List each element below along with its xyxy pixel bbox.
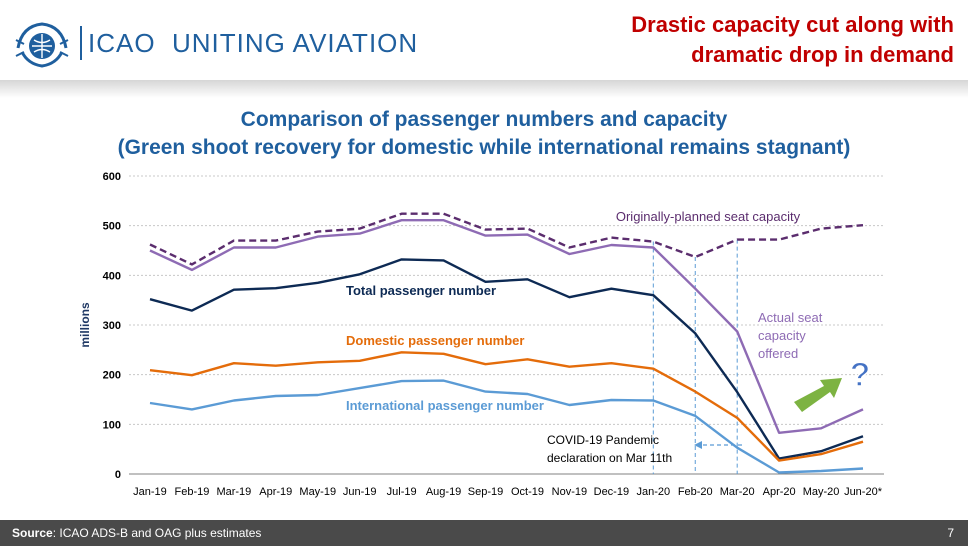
planned-capacity-label: Originally-planned seat capacity [616,209,801,224]
header-shadow-band [0,80,968,98]
y-tick-label: 200 [103,370,121,382]
x-tick-label: May-20 [803,486,840,498]
total-passenger-label: Total passenger number [346,283,496,298]
x-tick-label: Apr-20 [763,486,796,498]
reference-lines [652,239,738,474]
domestic-passenger-label: Domestic passenger number [346,333,524,348]
footer: Source: ICAO ADS-B and OAG plus estimate… [0,520,968,546]
chart-series [149,212,864,474]
actual-capacity-label-line-2: capacity [758,328,806,343]
y-tick-label: 400 [103,270,121,282]
x-tick-label: Jan-19 [133,486,167,498]
y-axis: 0 100 200 300 400 500 600 [103,171,121,481]
question-mark-icon: ? [850,356,871,394]
recovery-arrow-icon [794,378,842,412]
headline-line-1: Drastic capacity cut along with [631,12,954,37]
x-tick-label: Apr-19 [259,486,292,498]
source-text: : ICAO ADS-B and OAG plus estimates [52,526,262,540]
y-tick-label: 0 [115,469,121,481]
actual-capacity-label-line-1: Actual seat [758,310,823,325]
series-line-total [149,258,864,460]
logo-divider [80,26,82,60]
x-tick-label: Feb-19 [174,486,209,498]
x-tick-label: Aug-19 [426,486,461,498]
chart-title: Comparison of passenger numbers and capa… [0,106,968,162]
slide-headline: Drastic capacity cut along with dramatic… [631,10,954,70]
y-tick-label: 500 [103,221,121,233]
x-tick-label: Jul-19 [387,486,417,498]
x-tick-label: Sep-19 [468,486,503,498]
series-line-domestic [149,351,864,462]
headline-line-2: dramatic drop in demand [691,42,954,67]
x-tick-label: Mar-19 [216,486,251,498]
x-tick-label: Nov-19 [552,486,587,498]
y-axis-title: millions [78,302,92,348]
covid-arrow-head [694,441,702,449]
covid-note-line-1: COVID-19 Pandemic [547,433,659,447]
page-number: 7 [947,526,954,540]
icao-emblem-icon [15,22,69,68]
source-note: Source: ICAO ADS-B and OAG plus estimate… [12,526,261,540]
org-name: ICAO [88,28,156,58]
x-tick-label: Jun-19 [343,486,377,498]
covid-note-line-2: declaration on Mar 11th [547,451,672,465]
chart-title-line-2: (Green shoot recovery for domestic while… [117,136,851,159]
x-tick-label: Jun-20* [844,486,883,498]
x-tick-label: Jan-20 [636,486,670,498]
chart-grid [129,175,884,425]
y-tick-label: 100 [103,419,121,431]
x-tick-label: May-19 [299,486,336,498]
international-passenger-label: International passenger number [346,398,544,413]
x-tick-label: Oct-19 [511,486,544,498]
series-line-international [149,379,864,474]
header: ICAO UNITING AVIATION Drastic capacity c… [0,0,968,80]
y-tick-label: 300 [103,320,121,332]
chart-annotations: Originally-planned seat capacity Actual … [346,209,871,465]
y-tick-label: 600 [103,171,121,183]
chart-title-line-1: Comparison of passenger numbers and capa… [240,108,728,131]
x-axis: Jan-19 Feb-19 Mar-19 Apr-19 May-19 Jun-19 Jul-… [129,473,884,498]
actual-capacity-label-line-3: offered [758,346,798,361]
x-tick-label: Dec-19 [594,486,629,498]
x-tick-label: Mar-20 [720,486,755,498]
org-tagline: UNITING AVIATION [172,28,419,58]
source-label: Source [12,526,53,540]
series-line-actual [149,218,864,434]
x-tick-label: Feb-20 [678,486,713,498]
